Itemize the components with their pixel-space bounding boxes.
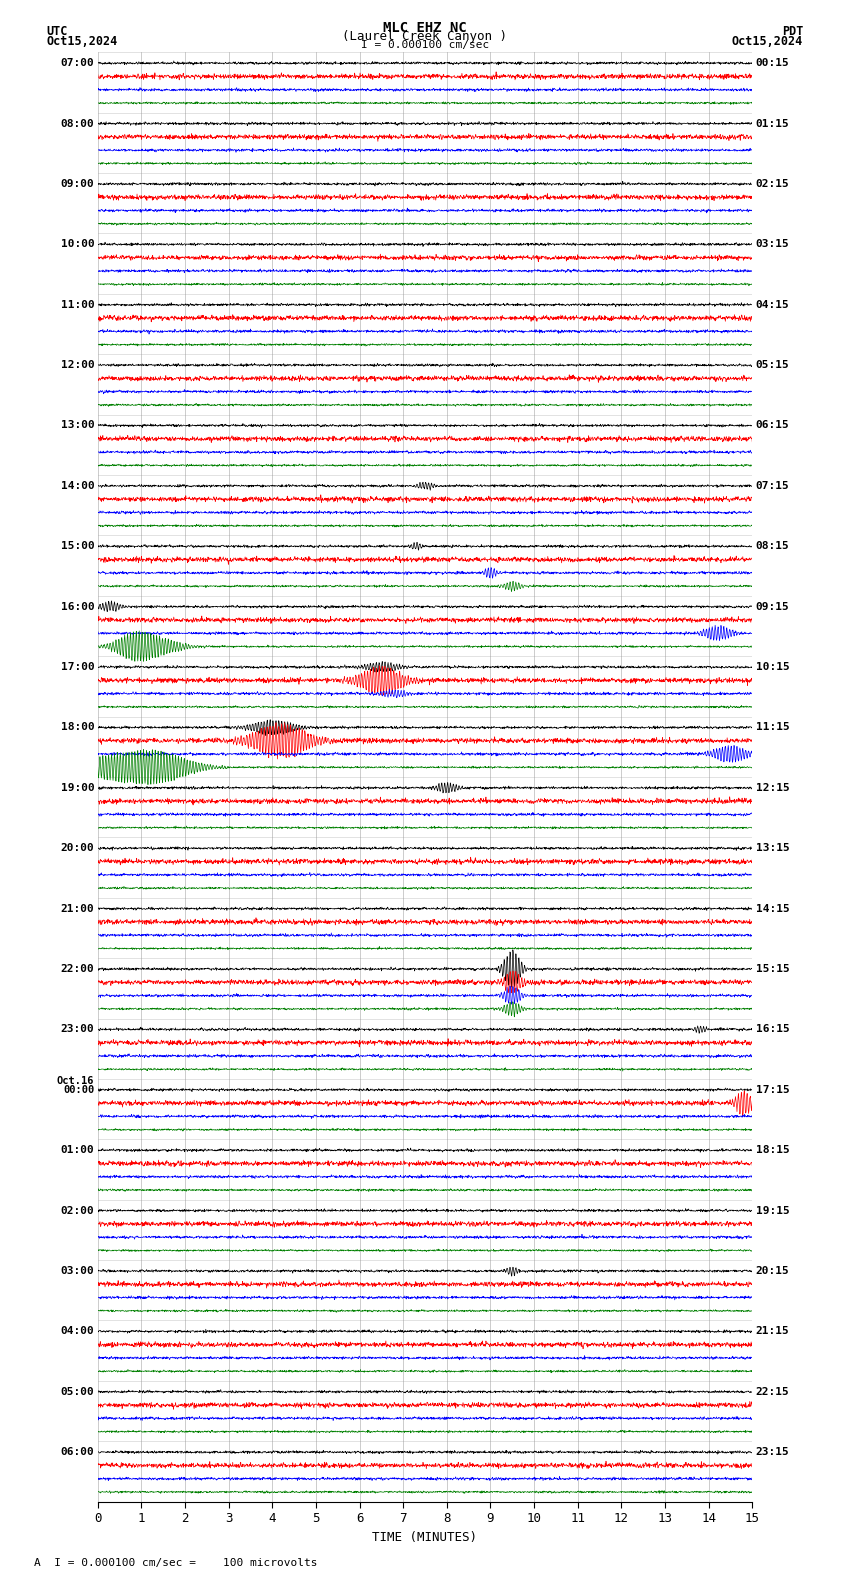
- Text: I = 0.000100 cm/sec: I = 0.000100 cm/sec: [361, 40, 489, 49]
- Text: 07:15: 07:15: [756, 482, 790, 491]
- Text: 12:00: 12:00: [60, 360, 94, 371]
- Text: 14:15: 14:15: [756, 903, 790, 914]
- X-axis label: TIME (MINUTES): TIME (MINUTES): [372, 1530, 478, 1543]
- Text: Oct.16: Oct.16: [57, 1076, 94, 1085]
- Text: 10:00: 10:00: [60, 239, 94, 249]
- Text: 08:15: 08:15: [756, 542, 790, 551]
- Text: 06:15: 06:15: [756, 420, 790, 431]
- Text: 22:00: 22:00: [60, 965, 94, 974]
- Text: 21:15: 21:15: [756, 1326, 790, 1337]
- Text: 16:15: 16:15: [756, 1025, 790, 1034]
- Text: 06:00: 06:00: [60, 1448, 94, 1457]
- Text: 11:00: 11:00: [60, 299, 94, 310]
- Text: 00:00: 00:00: [63, 1085, 94, 1095]
- Text: 16:00: 16:00: [60, 602, 94, 611]
- Text: 20:00: 20:00: [60, 843, 94, 854]
- Text: A  I = 0.000100 cm/sec =    100 microvolts: A I = 0.000100 cm/sec = 100 microvolts: [34, 1559, 318, 1568]
- Text: 07:00: 07:00: [60, 59, 94, 68]
- Text: (Laurel Creek Canyon ): (Laurel Creek Canyon ): [343, 30, 507, 43]
- Text: 15:15: 15:15: [756, 965, 790, 974]
- Text: 19:00: 19:00: [60, 782, 94, 794]
- Text: 02:15: 02:15: [756, 179, 790, 188]
- Text: MLC EHZ NC: MLC EHZ NC: [383, 21, 467, 35]
- Text: 10:15: 10:15: [756, 662, 790, 672]
- Text: 15:00: 15:00: [60, 542, 94, 551]
- Text: 00:15: 00:15: [756, 59, 790, 68]
- Text: 13:15: 13:15: [756, 843, 790, 854]
- Text: 13:00: 13:00: [60, 420, 94, 431]
- Text: 23:15: 23:15: [756, 1448, 790, 1457]
- Text: 17:00: 17:00: [60, 662, 94, 672]
- Text: 17:15: 17:15: [756, 1085, 790, 1095]
- Text: 14:00: 14:00: [60, 482, 94, 491]
- Text: 04:00: 04:00: [60, 1326, 94, 1337]
- Text: Oct15,2024: Oct15,2024: [732, 35, 803, 48]
- Text: PDT: PDT: [782, 25, 803, 38]
- Text: 05:00: 05:00: [60, 1386, 94, 1397]
- Text: 21:00: 21:00: [60, 903, 94, 914]
- Text: 23:00: 23:00: [60, 1025, 94, 1034]
- Text: 12:15: 12:15: [756, 782, 790, 794]
- Text: 02:00: 02:00: [60, 1205, 94, 1215]
- Text: 18:15: 18:15: [756, 1145, 790, 1155]
- Text: Oct15,2024: Oct15,2024: [47, 35, 118, 48]
- Text: 01:15: 01:15: [756, 119, 790, 128]
- Text: 05:15: 05:15: [756, 360, 790, 371]
- Text: 20:15: 20:15: [756, 1266, 790, 1277]
- Text: 19:15: 19:15: [756, 1205, 790, 1215]
- Text: 11:15: 11:15: [756, 722, 790, 732]
- Text: 08:00: 08:00: [60, 119, 94, 128]
- Text: 03:15: 03:15: [756, 239, 790, 249]
- Text: 22:15: 22:15: [756, 1386, 790, 1397]
- Text: UTC: UTC: [47, 25, 68, 38]
- Text: 18:00: 18:00: [60, 722, 94, 732]
- Text: 03:00: 03:00: [60, 1266, 94, 1277]
- Text: 04:15: 04:15: [756, 299, 790, 310]
- Text: 09:00: 09:00: [60, 179, 94, 188]
- Text: 09:15: 09:15: [756, 602, 790, 611]
- Text: 01:00: 01:00: [60, 1145, 94, 1155]
